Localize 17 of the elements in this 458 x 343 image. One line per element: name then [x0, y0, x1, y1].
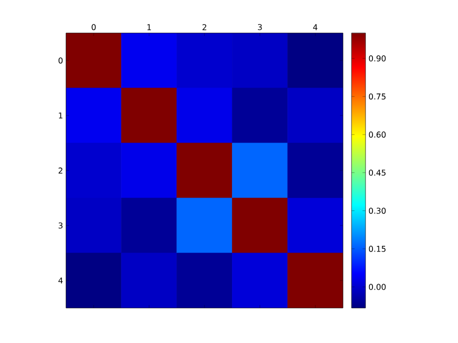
y-tick-label: 4 — [58, 278, 63, 284]
y-tick-label: 0 — [58, 57, 63, 64]
color-bar-label: 0.90 — [368, 55, 386, 62]
x-tick-label: 0 — [92, 24, 96, 30]
y-tick-label: 3 — [58, 222, 62, 229]
y-tick-label: 2 — [58, 168, 62, 174]
x-tick-label: 1 — [147, 24, 151, 30]
color-bar-label: 0.45 — [368, 170, 386, 176]
color-bar-label: 0.30 — [368, 208, 386, 214]
color-bar-label: 0.15 — [368, 246, 386, 252]
x-tick-label: 3 — [258, 24, 262, 30]
x-tick-label: 2 — [202, 24, 206, 30]
x-tick-label: 4 — [313, 24, 318, 30]
color-bar-label: 0.00 — [368, 284, 386, 290]
color-bar-label: 0.75 — [368, 93, 386, 100]
y-tick-label: 1 — [58, 112, 62, 118]
color-bar-label: 0.60 — [368, 132, 386, 138]
